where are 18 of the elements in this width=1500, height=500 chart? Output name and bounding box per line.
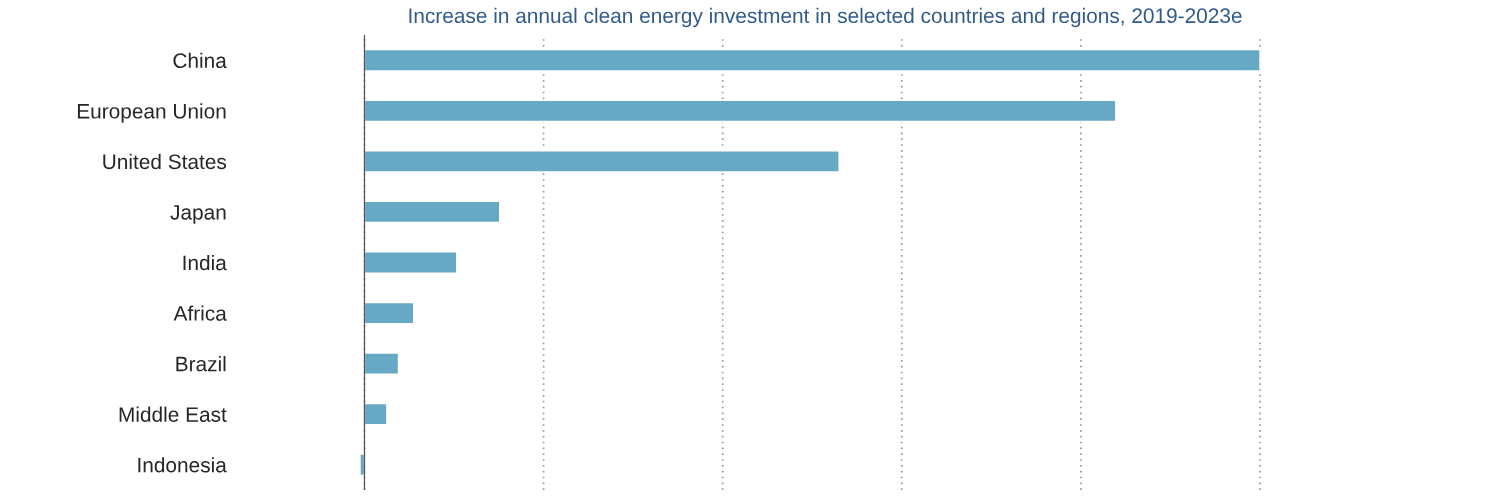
bar [363,251,458,274]
y-tick-label: United States [103,153,227,170]
y-tick-label: Indonesia [138,457,227,473]
y-tick-label: Africa [173,305,227,321]
y-tick-label: Japan [170,205,226,224]
bar [363,301,415,325]
bar [363,48,1261,72]
y-tick-label: Brazil [176,356,226,372]
bar [363,402,388,426]
bar [363,352,400,375]
bar [363,200,501,224]
y-tick-label: European Union [77,103,226,123]
y-tick-label: Middle East [119,406,227,422]
chart-title: Increase in annual clean energy investment in selected countries and regions, 2019-2023e [409,7,1242,28]
bar [363,150,840,173]
bar [363,99,1117,123]
y-tick-label: India [183,254,227,271]
y-tick-label: China [173,52,227,69]
